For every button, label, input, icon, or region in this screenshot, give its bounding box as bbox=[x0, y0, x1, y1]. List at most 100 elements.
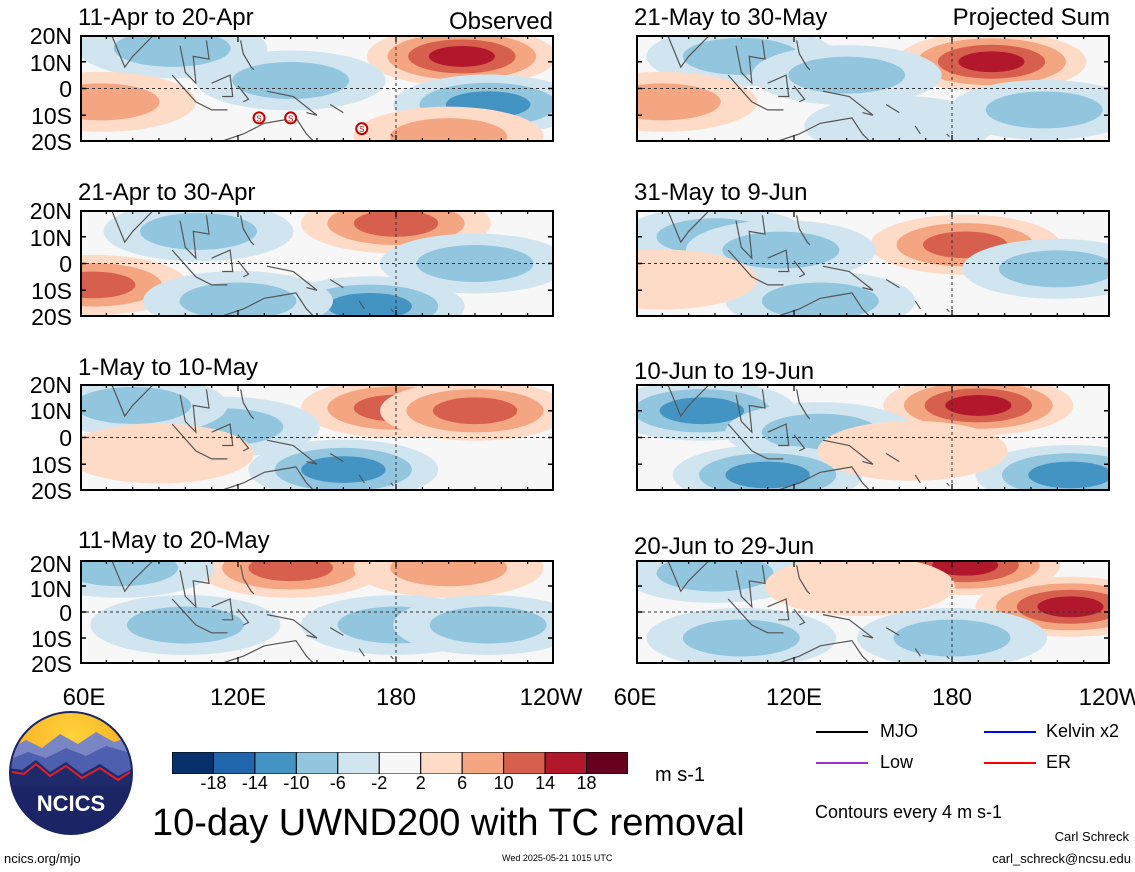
coastline bbox=[111, 210, 394, 317]
ytick-label: 20S bbox=[31, 651, 72, 677]
colorbar-swatch bbox=[544, 752, 588, 774]
anomaly-contour bbox=[761, 282, 879, 317]
ytick-label: 10N bbox=[29, 576, 72, 602]
panel-title-obs-2: 21-Apr to 30-Apr bbox=[78, 179, 256, 206]
map-panel-observed-1: S S S bbox=[80, 35, 554, 142]
anomaly-contour bbox=[932, 560, 999, 576]
anomaly-contour bbox=[140, 212, 257, 250]
xtick-label: 180 bbox=[931, 684, 973, 711]
anomaly-contour bbox=[945, 394, 1012, 416]
anomaly-contour bbox=[301, 456, 386, 483]
units-label: m s-1 bbox=[655, 764, 705, 786]
anomaly-contour bbox=[80, 560, 178, 587]
ytick-label: 20N bbox=[29, 198, 72, 224]
panel-title-proj-3: 10-Jun to 19-Jun bbox=[634, 358, 815, 385]
anomaly-contour bbox=[659, 397, 745, 425]
colorbar-tick-label: 2 bbox=[415, 773, 426, 793]
map-panel-projected-4 bbox=[636, 560, 1110, 664]
shading bbox=[80, 560, 554, 655]
ytick-label: 10S bbox=[31, 103, 72, 129]
column-label-projected: Projected Sum bbox=[952, 4, 1110, 31]
footer-email: carl_schreck@ncsu.edu bbox=[992, 851, 1131, 866]
footer-timestamp: Wed 2025-05-21 1015 UTC bbox=[502, 853, 613, 863]
colorbar-swatch bbox=[172, 752, 214, 774]
anomaly-contour bbox=[682, 619, 800, 657]
map-panel-observed-2 bbox=[80, 210, 554, 317]
panel-frame bbox=[80, 35, 554, 142]
anomaly-contour bbox=[722, 231, 840, 269]
coastline bbox=[667, 384, 950, 491]
panel-frame bbox=[636, 210, 1110, 317]
map-panel-projected-1 bbox=[636, 35, 1110, 142]
panel-title-proj-1: 21-May to 30-May bbox=[634, 4, 828, 31]
ncics-logo: NCICS bbox=[9, 711, 133, 835]
colorbar-tick-label: 18 bbox=[576, 773, 597, 793]
anomaly-contour bbox=[80, 423, 254, 484]
panel-frame bbox=[80, 210, 554, 317]
anomaly-contour bbox=[248, 560, 333, 582]
panel-title-obs-1: 11-Apr to 20-Apr bbox=[78, 4, 254, 31]
colorbar-swatch bbox=[503, 752, 546, 774]
ytick-label: 10N bbox=[29, 398, 72, 424]
legend-line-kelvin bbox=[984, 731, 1036, 733]
xtick-label: 180 bbox=[375, 684, 417, 711]
colorbar-tick-label: -18 bbox=[200, 773, 227, 793]
ytick-label: 10S bbox=[31, 626, 72, 652]
anomaly-contour bbox=[636, 83, 721, 121]
legend-line-low bbox=[816, 762, 868, 764]
anomaly-contour bbox=[80, 271, 136, 299]
anomaly-contour bbox=[179, 282, 297, 317]
legend-line-mjo bbox=[816, 731, 868, 733]
ytick-label: 0 bbox=[59, 76, 72, 102]
ytick-label: 10S bbox=[31, 278, 72, 304]
tc-marker-label: S bbox=[288, 114, 293, 123]
tc-marker bbox=[284, 111, 298, 125]
colorbar-swatch bbox=[420, 752, 463, 774]
tc-marker bbox=[355, 122, 369, 136]
xtick-label: 120E bbox=[209, 684, 267, 711]
ytick-label: 20N bbox=[29, 23, 72, 49]
anomaly-contour bbox=[998, 250, 1110, 288]
colorbar-tick-label: -10 bbox=[283, 773, 310, 793]
legend-label-mjo: MJO bbox=[880, 721, 918, 741]
ytick-label: 10N bbox=[29, 225, 72, 251]
colorbar-tick-label: 6 bbox=[457, 773, 468, 793]
anomaly-contour bbox=[432, 397, 518, 425]
coastline bbox=[667, 35, 950, 142]
panel-frame bbox=[636, 35, 1110, 142]
map-panel-observed-4 bbox=[80, 560, 554, 664]
tc-marker bbox=[252, 111, 266, 125]
column-label-observed: Observed bbox=[448, 8, 553, 35]
colorbar-swatch bbox=[295, 752, 339, 774]
xtick-label: 120W bbox=[519, 684, 583, 711]
anomaly-contour bbox=[126, 606, 244, 644]
colorbar-swatch bbox=[212, 752, 256, 774]
panel-frame bbox=[80, 560, 554, 664]
shading bbox=[636, 35, 1110, 142]
anomaly-contour bbox=[327, 292, 412, 317]
colorbar-swatch bbox=[461, 752, 505, 774]
anomaly-contour bbox=[656, 560, 774, 592]
logo-text: NCICS bbox=[37, 791, 105, 816]
colorbar-swatch bbox=[378, 752, 422, 774]
xtick-label: 60E bbox=[613, 684, 657, 711]
ytick-label: 0 bbox=[59, 425, 72, 451]
colorbar-tick-label: 10 bbox=[493, 773, 514, 793]
anomaly-contour bbox=[764, 560, 955, 616]
tc-marker-label: S bbox=[256, 114, 261, 123]
anomaly-contour bbox=[985, 91, 1103, 129]
anomaly-contour bbox=[80, 386, 192, 424]
anomaly-contour bbox=[80, 83, 160, 121]
ytick-label: 20S bbox=[31, 304, 72, 330]
ytick-label: 10N bbox=[29, 50, 72, 76]
main-title: 10-day UWND200 with TC removal bbox=[152, 802, 745, 844]
legend-label-er: ER bbox=[1046, 752, 1072, 772]
panel-title-proj-2: 31-May to 9-Jun bbox=[634, 179, 808, 206]
anomaly-contour bbox=[788, 56, 906, 94]
map-panel-projected-2 bbox=[636, 210, 1110, 317]
shading bbox=[80, 384, 554, 491]
anomaly-contour bbox=[428, 45, 495, 67]
ytick-label: 20N bbox=[29, 372, 72, 398]
anomaly-contour bbox=[232, 62, 350, 99]
anomaly-contour bbox=[958, 51, 1025, 73]
